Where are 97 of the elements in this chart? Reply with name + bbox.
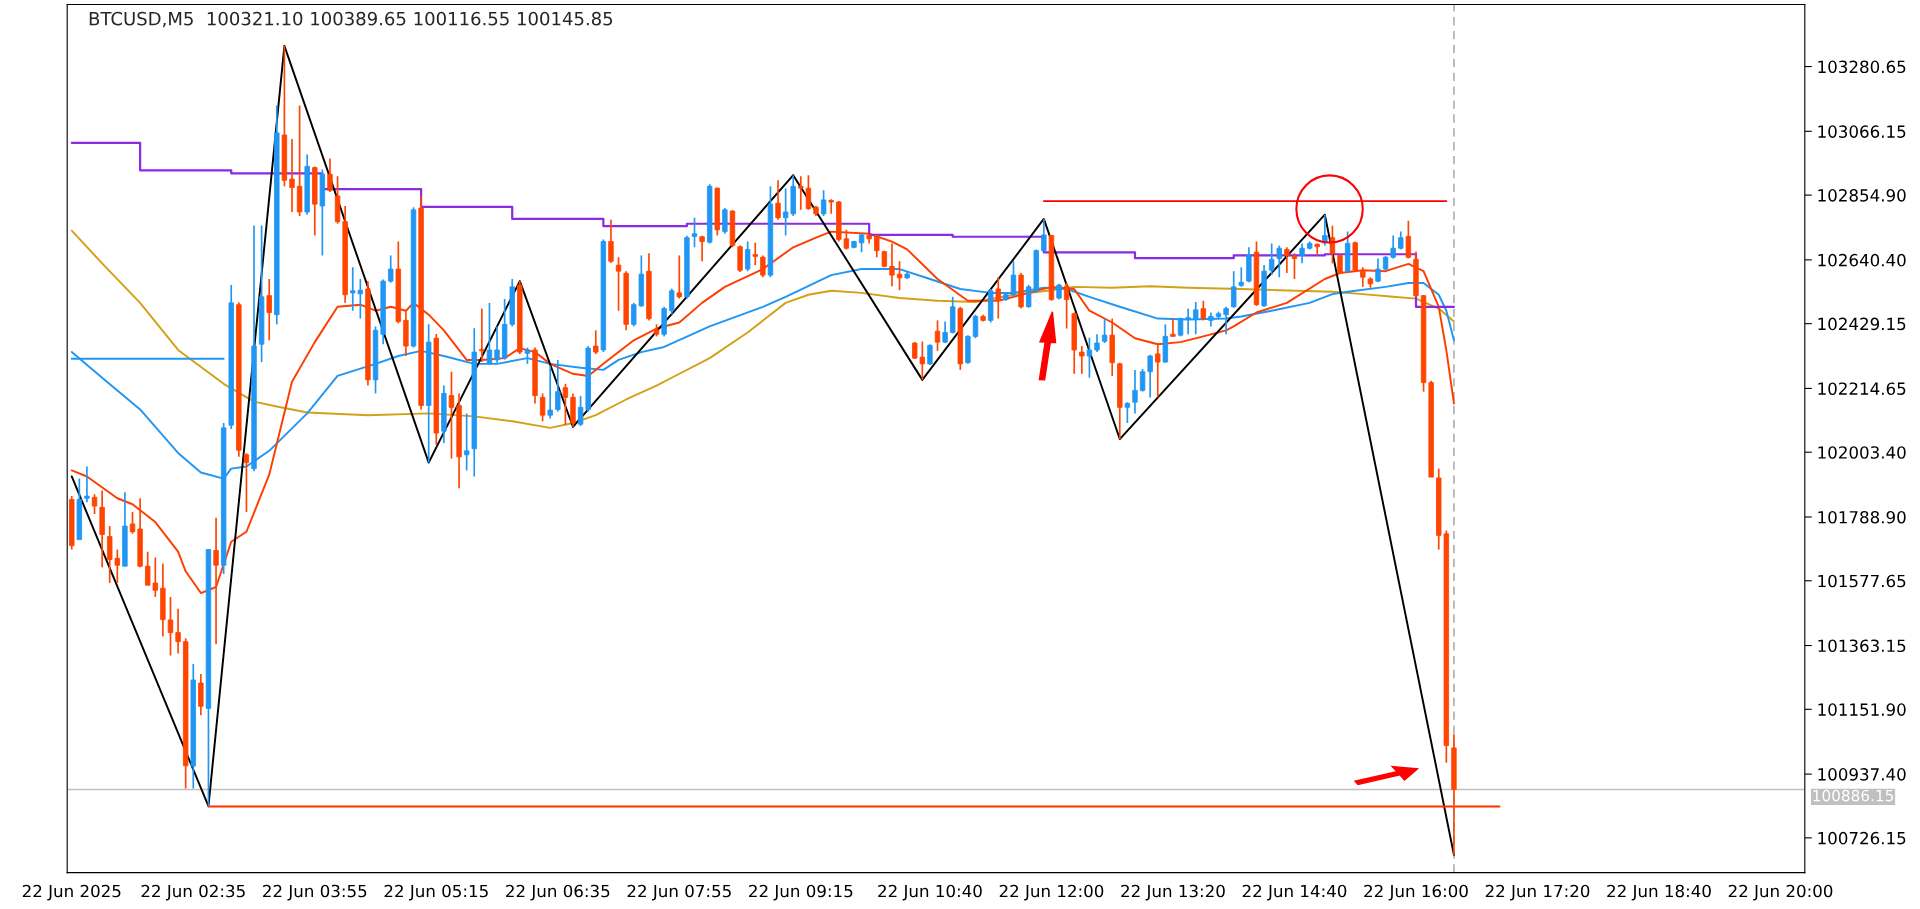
candlestick xyxy=(775,179,781,221)
y-tick-label: 100726.15 xyxy=(1818,831,1906,845)
candlestick xyxy=(289,138,295,213)
line-series xyxy=(70,44,1455,856)
x-tick-label: 22 Jun 02:35 xyxy=(141,884,245,901)
candlestick xyxy=(1086,336,1093,379)
candlestick xyxy=(547,365,553,420)
candlestick xyxy=(995,276,1001,320)
y-tick-label: 101577.65 xyxy=(1818,574,1906,588)
candlestick xyxy=(1185,307,1191,336)
candlestick xyxy=(1139,368,1146,393)
candlestick xyxy=(129,511,136,535)
candlestick xyxy=(1147,353,1153,399)
candlestick xyxy=(494,325,500,364)
x-tick-label: 22 Jun 03:55 xyxy=(263,884,367,901)
candlestick xyxy=(1405,219,1412,260)
candlestick xyxy=(760,254,766,279)
candlestick xyxy=(1132,369,1138,415)
candlestick xyxy=(1238,266,1244,288)
candlestick xyxy=(1101,317,1108,344)
y-tick-label: 101788.90 xyxy=(1818,510,1906,524)
x-tick-label: 22 Jun 14:40 xyxy=(1242,884,1347,901)
candlestick xyxy=(1268,242,1275,276)
candlestick xyxy=(1124,401,1131,424)
candlestick xyxy=(972,313,979,340)
candlestick xyxy=(1223,305,1229,336)
x-tick-label: 22 Jun 09:15 xyxy=(749,884,853,901)
candlestick xyxy=(1329,225,1336,265)
candlestick xyxy=(1284,246,1290,274)
x-tick-label: 22 Jun 10:40 xyxy=(878,884,982,901)
candlestick xyxy=(266,278,272,342)
candlestick xyxy=(820,189,827,217)
y-tick-label: 102003.40 xyxy=(1818,446,1906,459)
candlestick xyxy=(243,452,250,513)
candlestick xyxy=(744,240,751,272)
candlestick xyxy=(691,216,698,249)
candlestick xyxy=(669,287,675,316)
candlestick xyxy=(539,392,546,423)
candlestick xyxy=(84,465,90,503)
candlestick xyxy=(889,242,895,288)
candlestick xyxy=(828,198,834,215)
y-tick-label: 102429.15 xyxy=(1818,317,1906,331)
candlestick xyxy=(934,319,941,352)
y-tick-label: 102214.65 xyxy=(1818,382,1906,395)
candlestick xyxy=(593,329,599,356)
x-tick-label: 22 Jun 12:00 xyxy=(999,884,1104,901)
candlestick xyxy=(167,596,174,657)
y-tick-label: 102854.90 xyxy=(1818,189,1906,202)
candlestick xyxy=(1041,218,1047,253)
candlestick xyxy=(699,235,705,263)
x-tick-label: 22 Jun 05:15 xyxy=(384,884,488,901)
candlestick xyxy=(1360,266,1366,288)
y-tick-label: 102640.40 xyxy=(1818,253,1906,267)
candlestick xyxy=(175,607,181,655)
x-tick-label: 22 Jun 17:20 xyxy=(1485,884,1590,901)
x-tick-label: 22 Jun 06:35 xyxy=(506,884,610,901)
candlestick xyxy=(1299,242,1305,265)
candlestick xyxy=(752,241,758,266)
ref-line-label: 100886.15 xyxy=(1813,789,1894,802)
candlestick xyxy=(1314,242,1320,257)
y-tick-label: 101151.90 xyxy=(1818,703,1906,716)
x-tick-label: 22 Jun 16:00 xyxy=(1364,884,1468,901)
candlestick xyxy=(1170,317,1176,338)
candlestick xyxy=(327,157,333,193)
candlestick xyxy=(91,493,98,515)
candlestick xyxy=(463,412,470,472)
candlestick xyxy=(608,218,614,264)
y-tick-label: 100937.40 xyxy=(1818,768,1906,781)
candlestick xyxy=(562,382,569,426)
candlestick xyxy=(737,244,743,273)
candlestick xyxy=(722,207,728,235)
candlestick xyxy=(1193,301,1199,336)
candlestick xyxy=(1063,282,1070,330)
candlestick xyxy=(615,256,622,312)
candlestick xyxy=(1079,345,1085,375)
candlestick xyxy=(486,302,493,365)
candlestick xyxy=(388,254,394,284)
x-tick-label: 22 Jun 07:55 xyxy=(627,884,731,901)
candlestick xyxy=(479,307,485,363)
x-tick-label: 22 Jun 2025 xyxy=(22,884,121,901)
y-tick-label: 103280.65 xyxy=(1818,60,1906,74)
candlestick xyxy=(1291,252,1298,280)
candlestick xyxy=(448,370,455,460)
candlestick xyxy=(1231,270,1237,309)
y-tick-label: 103066.15 xyxy=(1818,125,1906,138)
line-series xyxy=(70,229,1455,429)
candlestick xyxy=(1276,244,1282,279)
candlestick xyxy=(1200,299,1207,322)
candlestick xyxy=(555,359,561,413)
y-tick-label: 101363.15 xyxy=(1818,639,1906,653)
x-tick-label: 22 Jun 18:40 xyxy=(1607,884,1711,901)
candlestick xyxy=(198,673,204,717)
chart-title: BTCUSD,M5 100321.10 100389.65 100116.55 100145.85 xyxy=(89,11,613,28)
candlestick xyxy=(1155,343,1161,399)
candlestick xyxy=(676,254,683,300)
x-tick-label: 22 Jun 20:00 xyxy=(1728,884,1833,901)
x-tick-label: 22 Jun 13:20 xyxy=(1121,884,1225,901)
